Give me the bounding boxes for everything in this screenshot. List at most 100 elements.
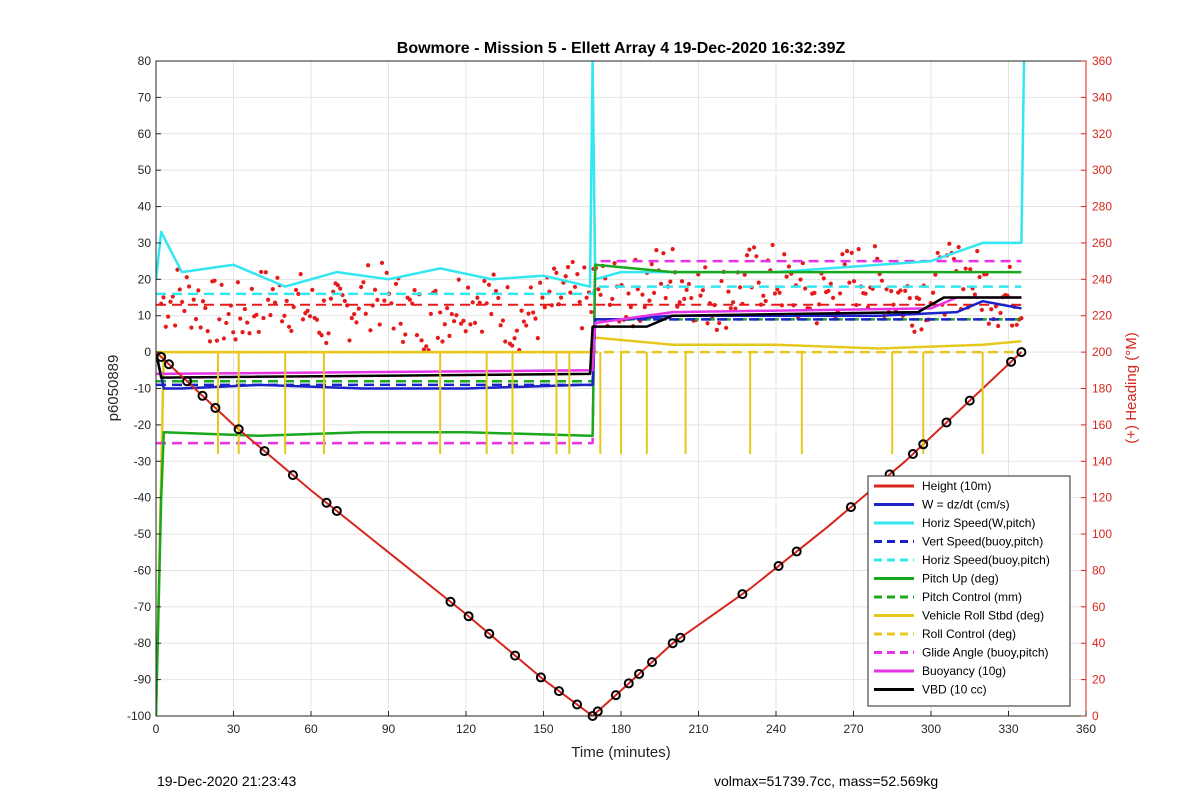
dive-marker [331, 506, 342, 517]
heading-point [907, 296, 912, 301]
dive-marker [791, 546, 802, 557]
heading-point [589, 309, 594, 315]
heading-point [384, 270, 389, 275]
heading-point [538, 280, 543, 285]
heading-point [703, 265, 708, 270]
x-tick-label: 360 [1076, 722, 1096, 736]
heading-point [475, 295, 480, 300]
legend-entry: Glide Angle (buoy,pitch) [922, 646, 1049, 660]
y-tick-label: -90 [134, 673, 152, 687]
heading-point [828, 281, 833, 286]
x-tick-label: 0 [153, 722, 160, 736]
heading-point [917, 296, 922, 301]
heading-point [184, 275, 189, 280]
heading-point [682, 296, 687, 301]
heading-point [849, 250, 854, 255]
heading-point [233, 337, 238, 342]
heading-point [440, 339, 445, 344]
heading-point [947, 241, 952, 246]
heading-point [863, 291, 868, 296]
heading-point [505, 285, 510, 290]
heading-point [875, 256, 880, 261]
dive-marker [197, 390, 208, 401]
heading-point [284, 298, 289, 304]
heading-point [742, 272, 747, 277]
heading-point [770, 242, 775, 248]
y2-tick-label: 340 [1092, 90, 1112, 104]
dive-marker [610, 690, 621, 701]
footer-volmax-mass: volmax=51739.7cc, mass=52.569kg [714, 773, 939, 789]
heading-point [526, 311, 531, 316]
heading-point [412, 288, 417, 293]
heading-point [535, 336, 540, 341]
heading-point [903, 288, 908, 293]
heading-point [205, 328, 210, 334]
heading-point [189, 325, 194, 330]
heading-point [231, 330, 236, 335]
bottom-axis: 0 30 60 90 120 150 180 210 240 270 300 330 360 [153, 711, 1096, 736]
y2-tick-label: 320 [1092, 127, 1112, 141]
dive-marker [156, 351, 167, 362]
heading-point [782, 252, 787, 257]
heading-point [226, 311, 231, 317]
heading-point [635, 287, 640, 292]
dive-marker [634, 668, 645, 679]
dive-marker [321, 497, 332, 508]
heading-point [654, 247, 659, 253]
heading-point [1007, 264, 1012, 269]
heading-point [375, 297, 380, 302]
series-line-vbd [156, 296, 1022, 379]
left-axis: -100-90-80-70-60-50-40-30-20-10010203040… [127, 54, 161, 723]
heading-point [512, 336, 517, 341]
dive-marker [918, 439, 929, 450]
heading-point [191, 297, 196, 302]
y-tick-label: -80 [134, 636, 152, 650]
y-tick-label: 30 [138, 236, 152, 250]
dive-marker [287, 470, 298, 481]
legend-entry: Height (10m) [922, 479, 991, 493]
dive-marker [554, 686, 564, 697]
heading-point [328, 296, 333, 301]
footer-timestamp: 19-Dec-2020 21:23:43 [157, 773, 297, 789]
y2-tick-label: 100 [1092, 527, 1112, 541]
heading-point [963, 266, 968, 271]
heading-point [203, 305, 208, 311]
heading-point [705, 321, 710, 326]
heading-point [565, 265, 571, 270]
heading-point [830, 295, 836, 300]
y2-tick-label: 120 [1092, 491, 1112, 505]
heading-point [531, 310, 536, 315]
y2-tick-label: 80 [1092, 563, 1106, 577]
heading-point [751, 245, 757, 250]
dive-marker [623, 678, 634, 689]
heading-point [842, 262, 847, 267]
heading-point [382, 298, 387, 303]
y2-tick-label: 300 [1092, 163, 1112, 177]
heading-point [979, 307, 984, 313]
heading-point [558, 295, 564, 300]
heading-point [647, 298, 652, 303]
heading-point [179, 299, 185, 305]
heading-point [514, 328, 519, 333]
heading-point [198, 325, 203, 330]
x-tick-label: 210 [688, 722, 708, 736]
heading-point [582, 265, 587, 270]
heading-point [447, 333, 452, 338]
heading-point [784, 274, 789, 279]
heading-point [572, 284, 578, 290]
legend-entry: VBD (10 cc) [922, 683, 987, 697]
heading-point [272, 300, 278, 305]
heading-point [847, 280, 852, 285]
heading-point [361, 280, 366, 285]
heading-point [996, 323, 1001, 329]
legend-entry: Vehicle Roll Stbd (deg) [922, 609, 1044, 623]
heading-point [549, 303, 554, 308]
dive-marker [1006, 356, 1017, 367]
chart-title: Bowmore - Mission 5 - Ellett Array 4 19-… [397, 40, 846, 57]
heading-point [684, 287, 689, 293]
heading-point [286, 324, 292, 329]
y2-tick-label: 60 [1092, 600, 1106, 614]
heading-point [491, 272, 496, 277]
heading-point [486, 282, 492, 287]
heading-point [214, 338, 220, 343]
